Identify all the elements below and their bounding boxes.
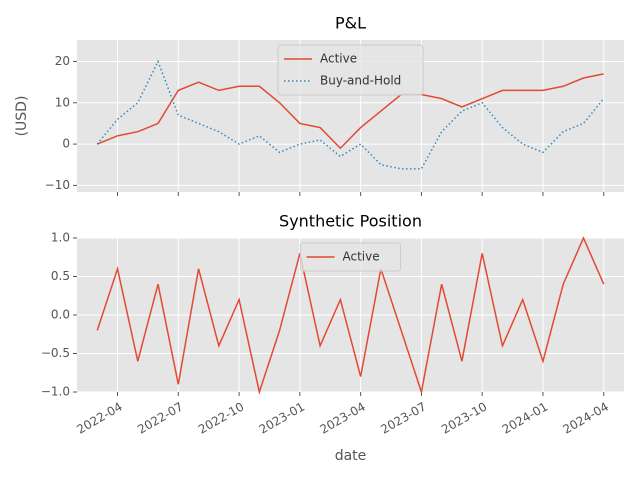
x-tick-label: 2023-10 — [439, 400, 489, 437]
y-tick-label: 10 — [55, 95, 70, 109]
x-tick-label: 2023-07 — [378, 400, 428, 437]
y-tick-label: 20 — [55, 54, 70, 68]
x-tick-label: 2022-10 — [196, 400, 246, 437]
y-tick-label: −0.5 — [41, 346, 70, 360]
legend-label: Active — [343, 250, 380, 264]
x-tick-label: 2023-04 — [317, 400, 367, 437]
x-tick-label: 2023-01 — [257, 400, 307, 437]
y-tick-label: 0.0 — [51, 308, 70, 322]
legend-box — [300, 242, 401, 272]
chart-title: P&L — [335, 14, 366, 33]
chart-title: Synthetic Position — [279, 212, 422, 231]
x-axis-label: date — [335, 448, 367, 464]
x-tick-label: 2024-04 — [561, 400, 611, 437]
y-axis-label: (USD) — [14, 96, 30, 137]
x-tick-label: 2022-04 — [74, 400, 124, 437]
legend-box — [277, 44, 424, 96]
series-line — [96, 236, 605, 395]
series-line — [96, 73, 604, 150]
series-line — [96, 59, 605, 170]
y-tick-label: 0.5 — [51, 269, 70, 283]
y-tick-label: −1.0 — [41, 385, 70, 399]
y-tick-label: −10 — [45, 178, 70, 192]
legend-label: Active — [320, 52, 357, 66]
x-tick-label: 2022-07 — [135, 400, 185, 437]
y-tick-label: 0 — [62, 137, 70, 151]
y-tick-label: 1.0 — [51, 231, 70, 245]
legend-label: Buy-and-Hold — [320, 74, 401, 88]
x-tick-label: 2024-01 — [500, 400, 550, 437]
